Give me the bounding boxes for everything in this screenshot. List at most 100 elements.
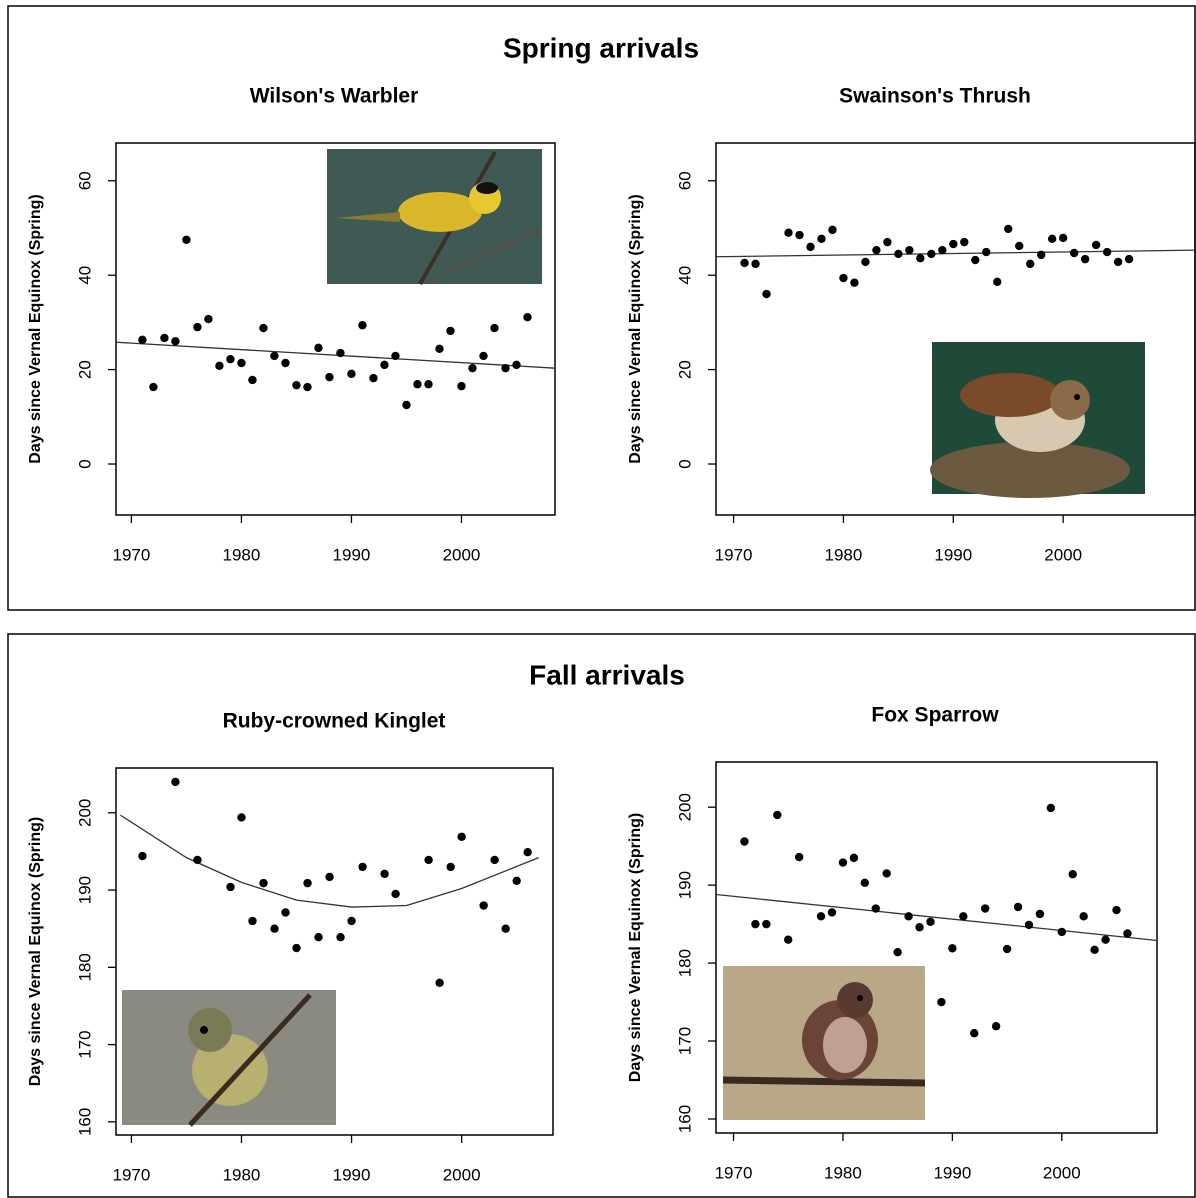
- point: [751, 919, 760, 929]
- point: [959, 912, 968, 921]
- fit-line: [120, 814, 539, 908]
- point: [816, 912, 826, 921]
- y-axis-label: Days since Vernal Equinox (Spring): [27, 817, 44, 1086]
- y-tick-label: 40: [75, 266, 94, 285]
- point: [435, 978, 444, 987]
- point: [1057, 927, 1066, 937]
- point: [993, 277, 1002, 286]
- point: [435, 344, 444, 354]
- point: [457, 381, 466, 391]
- point: [1058, 233, 1068, 243]
- point: [1004, 224, 1013, 234]
- chart-title: Wilson's Warbler: [250, 85, 419, 108]
- point: [806, 242, 815, 252]
- point: [479, 901, 488, 910]
- point: [1079, 912, 1088, 921]
- point: [850, 278, 859, 287]
- point: [1002, 944, 1012, 954]
- x-tick-label: 1970: [112, 545, 150, 564]
- point: [916, 253, 925, 263]
- y-axis-label: Days since Vernal Equinox (Spring): [627, 194, 644, 463]
- point: [369, 373, 378, 383]
- point: [259, 878, 268, 888]
- x-tick-label: 1990: [333, 545, 371, 564]
- y-tick-label: 180: [75, 953, 94, 981]
- point: [457, 832, 466, 841]
- point: [817, 234, 826, 244]
- point: [479, 351, 488, 361]
- point: [1013, 902, 1023, 912]
- x-tick-label: 1980: [824, 1163, 862, 1182]
- panel-title: Spring arrivals: [503, 32, 699, 63]
- point: [358, 321, 367, 330]
- point: [926, 917, 935, 926]
- point: [501, 924, 510, 933]
- y-tick-label: 200: [75, 799, 94, 827]
- point: [303, 878, 312, 888]
- x-tick-label: 1980: [223, 1165, 261, 1184]
- point: [1090, 945, 1099, 955]
- point: [292, 380, 301, 390]
- point: [970, 1029, 979, 1038]
- y-tick-label: 60: [75, 171, 94, 190]
- point: [501, 363, 510, 373]
- point: [1101, 935, 1110, 944]
- y-tick-label: 0: [675, 459, 694, 468]
- point: [226, 882, 235, 892]
- point: [314, 343, 323, 353]
- point: [226, 355, 235, 364]
- point: [893, 947, 902, 957]
- point: [751, 259, 760, 269]
- point: [915, 923, 924, 932]
- point: [971, 255, 980, 265]
- point: [838, 858, 848, 867]
- x-tick-label: 1990: [934, 545, 972, 564]
- point: [523, 848, 532, 857]
- point: [490, 855, 499, 865]
- point: [1047, 234, 1057, 244]
- point: [795, 230, 804, 240]
- point: [149, 382, 158, 392]
- point: [894, 249, 903, 259]
- y-axis-label: Days since Vernal Equinox (Spring): [627, 813, 644, 1082]
- point: [1069, 248, 1079, 258]
- panel-title: Fall arrivals: [529, 659, 685, 690]
- point: [861, 257, 870, 267]
- point: [347, 369, 356, 379]
- point: [740, 837, 749, 846]
- bird-photo: [122, 990, 336, 1127]
- point: [490, 323, 499, 333]
- point: [138, 335, 147, 345]
- point: [347, 916, 356, 926]
- point: [883, 237, 892, 247]
- point: [827, 908, 837, 917]
- point: [160, 333, 169, 343]
- plot-box: [115, 142, 556, 516]
- x-tick-label: 1970: [715, 545, 753, 564]
- plot-box: [715, 761, 1158, 1134]
- point: [1113, 257, 1123, 267]
- point: [762, 289, 771, 299]
- point: [446, 862, 455, 872]
- point: [1035, 909, 1045, 919]
- x-tick-label: 2000: [1044, 545, 1082, 564]
- y-tick-label: 190: [675, 871, 694, 899]
- point: [949, 239, 958, 249]
- point: [982, 247, 991, 257]
- point: [839, 273, 848, 283]
- point: [980, 904, 990, 913]
- point: [523, 312, 532, 322]
- fit-line: [115, 341, 556, 369]
- point: [828, 225, 837, 235]
- point: [784, 228, 793, 237]
- chart-title: Swainson's Thrush: [839, 85, 1031, 108]
- point: [270, 351, 279, 361]
- x-tick-label: 1970: [112, 1165, 150, 1184]
- x-tick-label: 2000: [443, 545, 481, 564]
- chart-title: Ruby-crowned Kinglet: [223, 710, 446, 733]
- fit-line: [715, 893, 1158, 942]
- point: [905, 245, 914, 255]
- point: [380, 869, 389, 879]
- point: [937, 997, 946, 1007]
- point: [1015, 241, 1024, 251]
